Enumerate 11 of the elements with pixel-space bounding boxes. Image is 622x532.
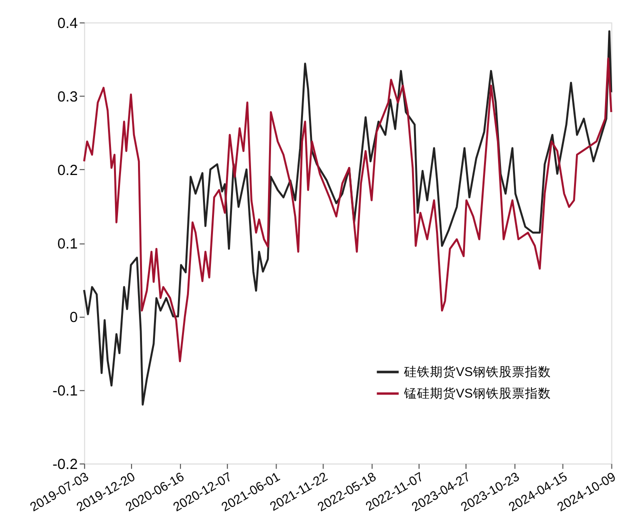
legend-label: 硅铁期货VS钢铁股票指数 xyxy=(402,364,551,379)
y-tick-label: 0.2 xyxy=(57,162,78,179)
y-tick-label: 0.3 xyxy=(57,89,78,106)
line-series xyxy=(83,30,612,406)
y-tick-label: -0.2 xyxy=(52,456,78,473)
legend-label: 锰硅期货VS钢铁股票指数 xyxy=(402,385,551,400)
y-tick-label: 0 xyxy=(70,310,78,326)
y-tick-label: 0.4 xyxy=(57,16,78,32)
line-series xyxy=(83,57,612,362)
y-tick-label: 0.1 xyxy=(57,236,78,252)
y-tick-label: -0.1 xyxy=(52,383,78,400)
